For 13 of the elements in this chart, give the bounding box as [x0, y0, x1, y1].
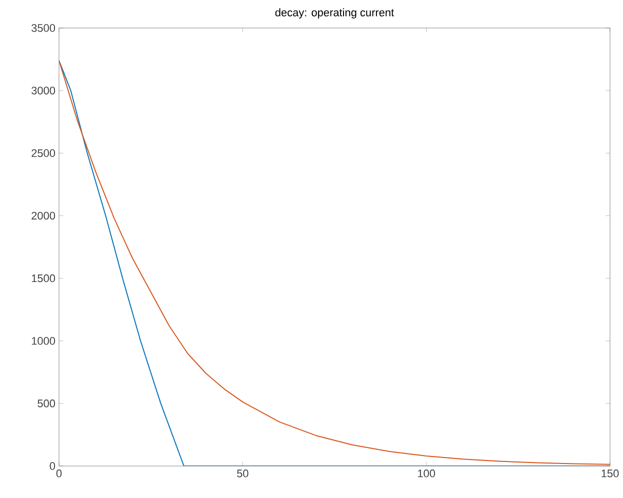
y-tick-label: 1000 — [32, 336, 56, 345]
y-tick-label: 3500 — [32, 24, 56, 32]
chart-title: decay: operating current — [275, 8, 394, 18]
y-tick-label: 3000 — [32, 86, 56, 94]
x-tick-label: 100 — [418, 470, 436, 478]
y-tick-label: 2000 — [32, 212, 56, 220]
x-tick-label: 0 — [56, 470, 62, 478]
y-tick-label: 2500 — [32, 149, 56, 158]
y-tick-label: 1500 — [32, 274, 56, 282]
y-tick-label: 500 — [38, 400, 56, 408]
x-tick-label: 150 — [602, 470, 619, 478]
y-tick-label: 0 — [50, 462, 56, 470]
x-tick-label: 50 — [237, 470, 248, 478]
